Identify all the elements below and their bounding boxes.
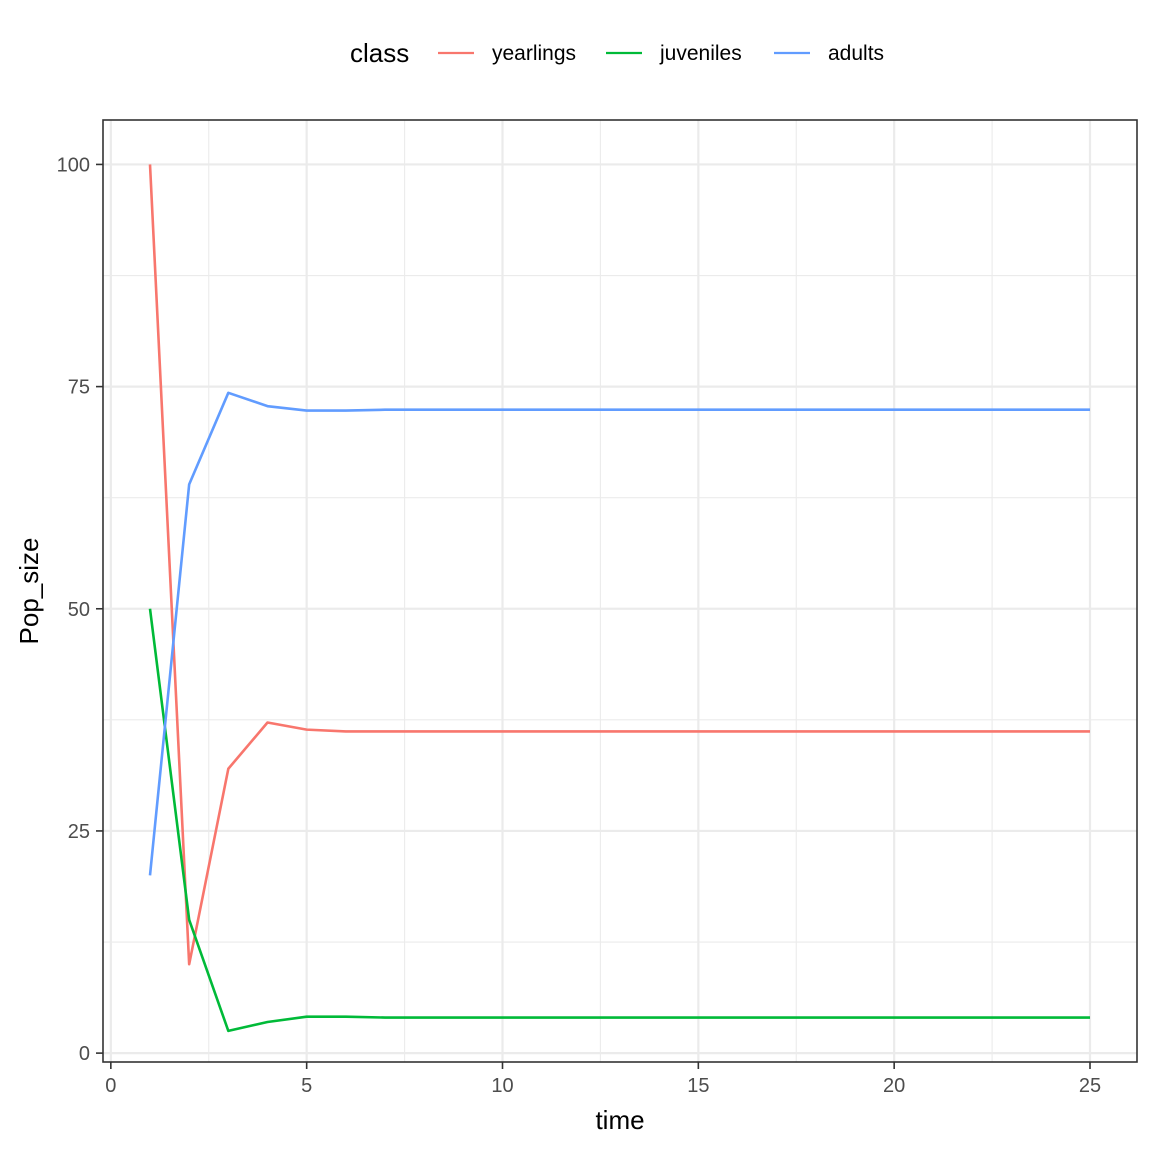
legend-title: class — [350, 38, 409, 68]
series-line-yearlings — [148, 164, 1090, 966]
x-tick-label: 20 — [883, 1075, 905, 1097]
series-lines — [148, 164, 1090, 1033]
legend-label-adults: adults — [828, 42, 884, 65]
legend-item-yearlings: yearlings — [438, 42, 576, 65]
gridlines — [103, 120, 1137, 1062]
x-tick-label: 0 — [105, 1075, 116, 1097]
legend-label-yearlings: yearlings — [492, 42, 576, 65]
y-axis-title: Pop_size — [14, 538, 44, 645]
y-tick-label: 25 — [68, 821, 90, 843]
y-tick-label: 50 — [68, 599, 90, 621]
axes: 0 5 10 15 20 25 0 25 50 75 100 — [57, 154, 1102, 1097]
y-tick-label: 0 — [79, 1043, 90, 1065]
series-line-adults — [148, 391, 1090, 876]
x-axis-title: time — [595, 1105, 644, 1135]
legend-item-juveniles: juveniles — [606, 42, 742, 65]
y-tick-label: 75 — [68, 377, 90, 399]
y-tick-label: 100 — [57, 154, 90, 176]
x-tick-label: 5 — [301, 1075, 312, 1097]
legend: class yearlings juveniles adults — [350, 38, 884, 68]
legend-item-adults: adults — [774, 42, 884, 65]
x-tick-label: 15 — [687, 1075, 709, 1097]
x-tick-label: 10 — [491, 1075, 513, 1097]
plot-panel-border — [102, 119, 1138, 1063]
series-line-juveniles — [148, 608, 1090, 1033]
x-tick-label: 25 — [1079, 1075, 1101, 1097]
legend-label-juveniles: juveniles — [659, 42, 742, 65]
